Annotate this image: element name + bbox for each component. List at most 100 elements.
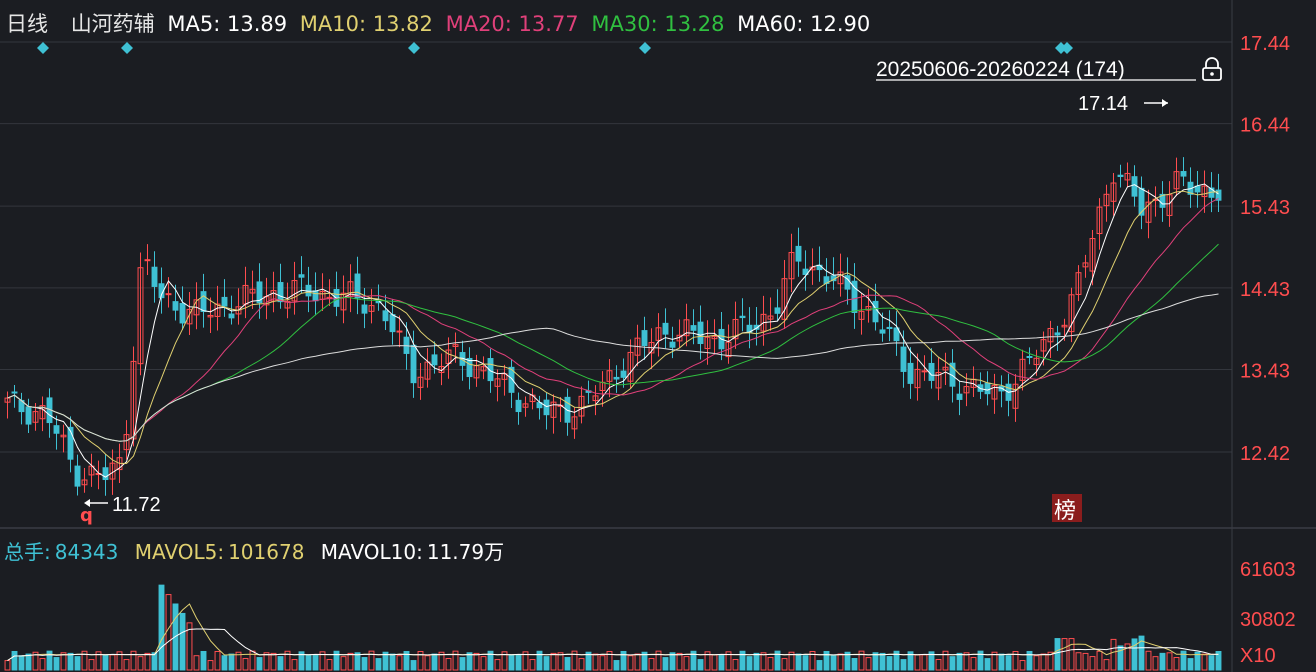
period-label[interactable]: 日线 [6,12,48,36]
candle-body [606,370,613,382]
bang-badge[interactable]: 榜 [1054,499,1076,524]
candle-body [921,370,928,373]
event-marker-diamond[interactable] [121,42,133,54]
candle-body [1180,171,1187,177]
event-marker-diamond[interactable] [408,42,420,54]
volume-bar [179,612,186,671]
volume-bar [578,658,585,671]
volume-bar [95,651,102,671]
volume-bar [46,650,53,671]
candle-body [466,357,473,378]
volume-bar [1173,657,1180,671]
ma10-line [7,190,1219,465]
event-marker-diamond[interactable] [639,42,651,54]
volume-bar [25,653,32,671]
candle-body [1096,206,1103,235]
volume-bar [886,656,893,671]
volume-bar [214,650,221,671]
volume-bar [683,656,690,671]
volume-bar [207,660,214,671]
volume-bar [1180,650,1187,671]
candle-body [1201,185,1208,198]
volume-bar [543,656,550,671]
candle-body [221,296,228,307]
volume-bar [480,656,487,671]
candle-body [858,310,865,320]
bang-badge-bg[interactable] [1052,494,1082,522]
volume-bar [613,660,620,671]
volume-bar [767,657,774,671]
candle-body [340,292,347,311]
volume-tick-label: 61603 [1240,559,1296,581]
event-marker-diamond[interactable] [1061,42,1073,54]
ma10-label: MA10: [299,12,367,36]
volume-bar [991,651,998,671]
candle-body [88,465,95,476]
volume-bar [970,657,977,671]
volume-bar [375,658,382,671]
volume-bar [697,659,704,671]
ma60-label: MA60: [737,12,804,36]
volume-bar [1068,638,1075,671]
candle-body [1040,339,1047,352]
volume-bar [347,652,354,671]
candle-body [865,306,872,311]
volume-bar [130,650,137,671]
volume-bar [186,622,193,671]
volume-bar [809,650,816,671]
candle-body [515,399,522,413]
volume-bar [956,652,963,671]
candle-body [1026,356,1033,359]
volume-bar [487,650,494,671]
volume-bar [774,650,781,671]
candle-body [277,282,284,303]
volume-bar [81,650,88,671]
candle-body [249,288,256,294]
ma20-value: 13.77 [518,12,579,36]
candle-body [410,344,417,384]
volume-bar [312,654,319,671]
price-tick-label: 16.44 [1240,115,1290,137]
candle-body [501,373,508,380]
volume-bar [907,651,914,671]
range-label[interactable]: 20250606-20260224 (174) [876,58,1125,81]
volume-bar [88,659,95,671]
volume-bar [445,658,452,671]
volume-bar [1082,652,1089,671]
candle-body [1061,324,1068,328]
candle-body [1068,294,1075,333]
volume-bar [1208,655,1215,671]
candle-body [522,403,529,408]
candle-body [984,382,991,395]
candle-body [872,300,879,323]
volume-bar [1103,659,1110,671]
price-tick-label: 14.43 [1240,279,1290,301]
event-marker-diamond[interactable] [37,42,49,54]
low-price-label: 11.72 [112,494,161,516]
volume-bar [1215,651,1222,671]
lock-icon[interactable] [1202,57,1222,81]
volume-bar [1012,650,1019,671]
volume-bar [438,651,445,671]
ma20-label: MA20: [445,12,512,36]
ma30-label: MA30: [591,12,658,36]
volume-bar [389,653,396,671]
candle-body [1047,327,1054,343]
candle-body [1054,332,1061,336]
candle-body [578,395,585,417]
candle-body [123,434,130,451]
ma5-label: MA5: [167,12,221,36]
candle-body [452,344,459,347]
volume-bar [648,658,655,671]
candle-body [956,393,963,400]
volume-total-label: 总手: [4,540,51,564]
candle-body [571,416,578,430]
volume-ma-lines [7,603,1219,662]
volume-bar [522,651,529,671]
volume-bar [494,659,501,671]
candle-body [298,274,305,278]
q-marker[interactable]: q [80,505,93,526]
volume-bar [193,655,200,671]
